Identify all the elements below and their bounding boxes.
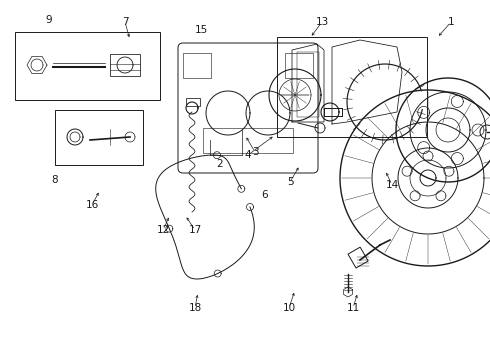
Text: 12: 12	[156, 225, 170, 235]
Bar	[348, 247, 368, 268]
Bar	[15, 32, 160, 100]
Text: 13: 13	[316, 17, 329, 27]
Text: 15: 15	[195, 25, 208, 35]
Bar	[110, 54, 140, 76]
Bar	[277, 37, 427, 137]
Text: 9: 9	[46, 15, 52, 25]
Text: 8: 8	[51, 175, 58, 185]
Text: 14: 14	[385, 180, 399, 190]
Text: 1: 1	[448, 17, 454, 27]
Text: 11: 11	[346, 303, 360, 313]
Bar	[297, 52, 319, 117]
Text: 4: 4	[245, 150, 251, 160]
Text: 6: 6	[262, 190, 269, 200]
Bar	[186, 98, 200, 106]
Text: 18: 18	[188, 303, 201, 313]
Text: 10: 10	[282, 303, 295, 313]
Text: 2: 2	[217, 159, 223, 169]
Text: 7: 7	[122, 17, 128, 27]
Bar	[183, 53, 211, 78]
Text: 16: 16	[85, 200, 98, 210]
Bar	[324, 108, 342, 116]
Bar	[285, 53, 313, 78]
Bar	[55, 110, 143, 165]
Bar	[203, 128, 293, 153]
Text: 5: 5	[287, 177, 294, 187]
Text: 17: 17	[188, 225, 201, 235]
Text: 3: 3	[252, 147, 258, 157]
